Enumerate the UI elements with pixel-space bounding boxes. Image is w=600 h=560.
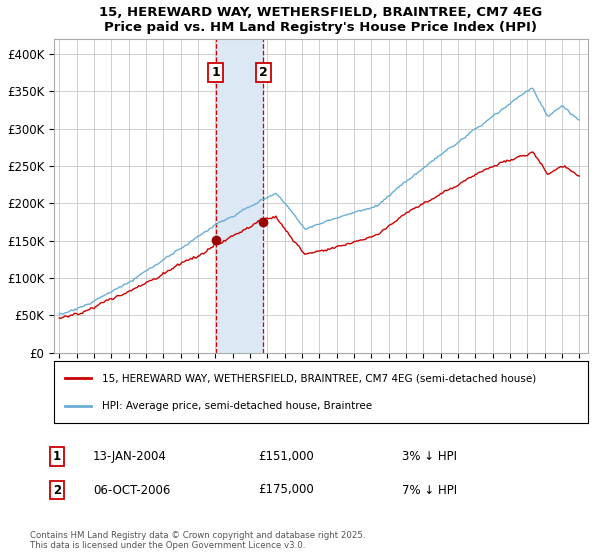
Text: 2: 2 bbox=[259, 66, 268, 80]
Text: 1: 1 bbox=[53, 450, 61, 463]
Text: 7% ↓ HPI: 7% ↓ HPI bbox=[402, 483, 457, 497]
Text: £151,000: £151,000 bbox=[258, 450, 314, 463]
Text: 13-JAN-2004: 13-JAN-2004 bbox=[93, 450, 167, 463]
Text: HPI: Average price, semi-detached house, Braintree: HPI: Average price, semi-detached house,… bbox=[102, 400, 372, 410]
Text: 1: 1 bbox=[212, 66, 220, 80]
Text: 3% ↓ HPI: 3% ↓ HPI bbox=[402, 450, 457, 463]
Text: 15, HEREWARD WAY, WETHERSFIELD, BRAINTREE, CM7 4EG (semi-detached house): 15, HEREWARD WAY, WETHERSFIELD, BRAINTRE… bbox=[102, 374, 536, 384]
Text: 2: 2 bbox=[53, 483, 61, 497]
Text: Contains HM Land Registry data © Crown copyright and database right 2025.
This d: Contains HM Land Registry data © Crown c… bbox=[30, 530, 365, 550]
Title: 15, HEREWARD WAY, WETHERSFIELD, BRAINTREE, CM7 4EG
Price paid vs. HM Land Regist: 15, HEREWARD WAY, WETHERSFIELD, BRAINTRE… bbox=[100, 6, 542, 34]
Text: £175,000: £175,000 bbox=[258, 483, 314, 497]
Bar bbox=[216, 39, 263, 353]
Text: 06-OCT-2006: 06-OCT-2006 bbox=[93, 483, 170, 497]
